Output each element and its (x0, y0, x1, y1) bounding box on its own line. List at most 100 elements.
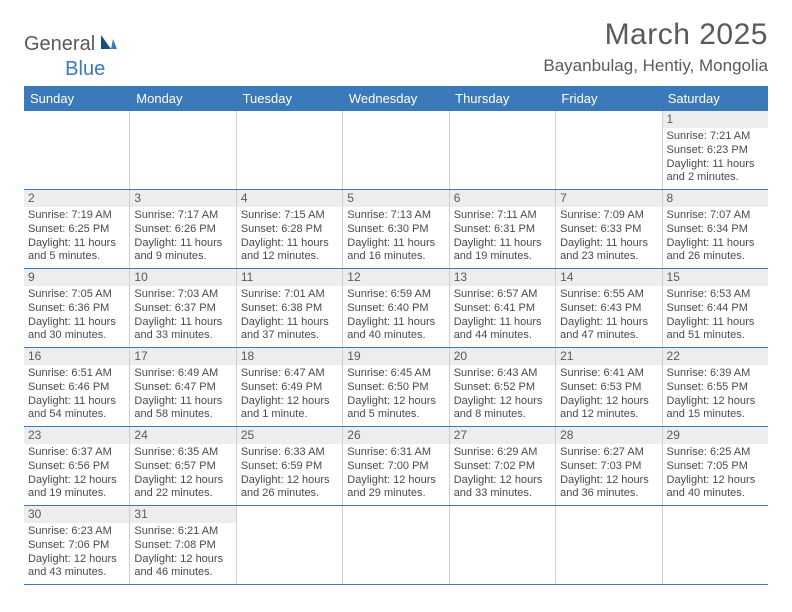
cell-daylight1: Daylight: 11 hours (28, 237, 125, 251)
cell-sunrise: Sunrise: 7:09 AM (560, 209, 657, 223)
cell-sunrise: Sunrise: 6:33 AM (241, 446, 338, 460)
cell-sunset: Sunset: 6:26 PM (134, 223, 231, 237)
day-number: 20 (450, 348, 555, 365)
calendar-cell (130, 111, 236, 189)
cell-daylight1: Daylight: 11 hours (560, 316, 657, 330)
cell-sunrise: Sunrise: 6:25 AM (667, 446, 764, 460)
cell-daylight2: and 26 minutes. (241, 487, 338, 501)
day-number: 28 (556, 427, 661, 444)
day-number: 1 (663, 111, 768, 128)
calendar-cell: 2Sunrise: 7:19 AMSunset: 6:25 PMDaylight… (24, 190, 130, 268)
calendar-cell (450, 506, 556, 584)
cell-sunrise: Sunrise: 6:31 AM (347, 446, 444, 460)
week-row: 23Sunrise: 6:37 AMSunset: 6:56 PMDayligh… (24, 427, 768, 506)
cell-sunset: Sunset: 7:00 PM (347, 460, 444, 474)
cell-daylight1: Daylight: 12 hours (28, 553, 125, 567)
calendar-cell (24, 111, 130, 189)
cell-sunset: Sunset: 6:23 PM (667, 144, 764, 158)
calendar-cell: 3Sunrise: 7:17 AMSunset: 6:26 PMDaylight… (130, 190, 236, 268)
cell-daylight2: and 26 minutes. (667, 250, 764, 264)
calendar: Sunday Monday Tuesday Wednesday Thursday… (24, 86, 768, 585)
calendar-cell: 11Sunrise: 7:01 AMSunset: 6:38 PMDayligh… (237, 269, 343, 347)
day-header-thu: Thursday (449, 86, 555, 111)
cell-sunset: Sunset: 7:02 PM (454, 460, 551, 474)
cell-sunrise: Sunrise: 6:57 AM (454, 288, 551, 302)
calendar-cell: 23Sunrise: 6:37 AMSunset: 6:56 PMDayligh… (24, 427, 130, 505)
calendar-cell: 6Sunrise: 7:11 AMSunset: 6:31 PMDaylight… (450, 190, 556, 268)
calendar-cell (556, 111, 662, 189)
cell-daylight1: Daylight: 11 hours (347, 237, 444, 251)
day-header-tue: Tuesday (237, 86, 343, 111)
day-number: 9 (24, 269, 129, 286)
cell-sunset: Sunset: 6:31 PM (454, 223, 551, 237)
calendar-cell: 10Sunrise: 7:03 AMSunset: 6:37 PMDayligh… (130, 269, 236, 347)
day-number: 12 (343, 269, 448, 286)
calendar-cell (556, 506, 662, 584)
cell-sunset: Sunset: 6:38 PM (241, 302, 338, 316)
cell-daylight2: and 40 minutes. (667, 487, 764, 501)
day-number: 7 (556, 190, 661, 207)
cell-sunrise: Sunrise: 6:35 AM (134, 446, 231, 460)
day-number: 26 (343, 427, 448, 444)
cell-sunrise: Sunrise: 7:19 AM (28, 209, 125, 223)
cell-daylight2: and 51 minutes. (667, 329, 764, 343)
cell-sunset: Sunset: 6:40 PM (347, 302, 444, 316)
calendar-cell: 31Sunrise: 6:21 AMSunset: 7:08 PMDayligh… (130, 506, 236, 584)
calendar-cell: 28Sunrise: 6:27 AMSunset: 7:03 PMDayligh… (556, 427, 662, 505)
cell-daylight1: Daylight: 12 hours (667, 474, 764, 488)
day-number: 4 (237, 190, 342, 207)
cell-sunset: Sunset: 6:41 PM (454, 302, 551, 316)
header: General Blue March 2025 Bayanbulag, Hent… (24, 18, 768, 76)
cell-sunrise: Sunrise: 7:21 AM (667, 130, 764, 144)
day-header-wed: Wednesday (343, 86, 449, 111)
cell-daylight2: and 33 minutes. (134, 329, 231, 343)
cell-daylight1: Daylight: 11 hours (454, 316, 551, 330)
day-number: 6 (450, 190, 555, 207)
cell-sunset: Sunset: 6:34 PM (667, 223, 764, 237)
cell-daylight1: Daylight: 11 hours (134, 395, 231, 409)
cell-sunrise: Sunrise: 6:59 AM (347, 288, 444, 302)
cell-daylight2: and 30 minutes. (28, 329, 125, 343)
calendar-cell: 27Sunrise: 6:29 AMSunset: 7:02 PMDayligh… (450, 427, 556, 505)
cell-daylight2: and 36 minutes. (560, 487, 657, 501)
calendar-cell: 5Sunrise: 7:13 AMSunset: 6:30 PMDaylight… (343, 190, 449, 268)
calendar-cell (343, 111, 449, 189)
cell-daylight2: and 23 minutes. (560, 250, 657, 264)
logo-text-general: General (24, 33, 95, 56)
cell-sunset: Sunset: 7:06 PM (28, 539, 125, 553)
cell-sunset: Sunset: 7:08 PM (134, 539, 231, 553)
calendar-cell: 26Sunrise: 6:31 AMSunset: 7:00 PMDayligh… (343, 427, 449, 505)
calendar-cell (237, 506, 343, 584)
day-number: 30 (24, 506, 129, 523)
cell-sunset: Sunset: 6:44 PM (667, 302, 764, 316)
calendar-cell: 13Sunrise: 6:57 AMSunset: 6:41 PMDayligh… (450, 269, 556, 347)
calendar-cell: 7Sunrise: 7:09 AMSunset: 6:33 PMDaylight… (556, 190, 662, 268)
cell-sunrise: Sunrise: 6:55 AM (560, 288, 657, 302)
calendar-cell (663, 506, 768, 584)
cell-daylight1: Daylight: 12 hours (454, 474, 551, 488)
calendar-cell: 9Sunrise: 7:05 AMSunset: 6:36 PMDaylight… (24, 269, 130, 347)
calendar-cell: 17Sunrise: 6:49 AMSunset: 6:47 PMDayligh… (130, 348, 236, 426)
cell-daylight2: and 54 minutes. (28, 408, 125, 422)
day-header-mon: Monday (130, 86, 236, 111)
cell-sunrise: Sunrise: 6:41 AM (560, 367, 657, 381)
day-number: 31 (130, 506, 235, 523)
day-number: 3 (130, 190, 235, 207)
cell-daylight1: Daylight: 11 hours (134, 316, 231, 330)
day-number: 2 (24, 190, 129, 207)
cell-daylight2: and 1 minute. (241, 408, 338, 422)
day-number: 25 (237, 427, 342, 444)
cell-daylight2: and 46 minutes. (134, 566, 231, 580)
calendar-cell: 22Sunrise: 6:39 AMSunset: 6:55 PMDayligh… (663, 348, 768, 426)
calendar-cell: 8Sunrise: 7:07 AMSunset: 6:34 PMDaylight… (663, 190, 768, 268)
cell-daylight2: and 44 minutes. (454, 329, 551, 343)
cell-daylight1: Daylight: 12 hours (241, 474, 338, 488)
cell-sunrise: Sunrise: 6:53 AM (667, 288, 764, 302)
cell-sunset: Sunset: 6:59 PM (241, 460, 338, 474)
day-header-fri: Friday (555, 86, 661, 111)
cell-sunset: Sunset: 6:55 PM (667, 381, 764, 395)
calendar-cell: 21Sunrise: 6:41 AMSunset: 6:53 PMDayligh… (556, 348, 662, 426)
cell-sunset: Sunset: 6:52 PM (454, 381, 551, 395)
cell-sunrise: Sunrise: 6:21 AM (134, 525, 231, 539)
day-number: 8 (663, 190, 768, 207)
